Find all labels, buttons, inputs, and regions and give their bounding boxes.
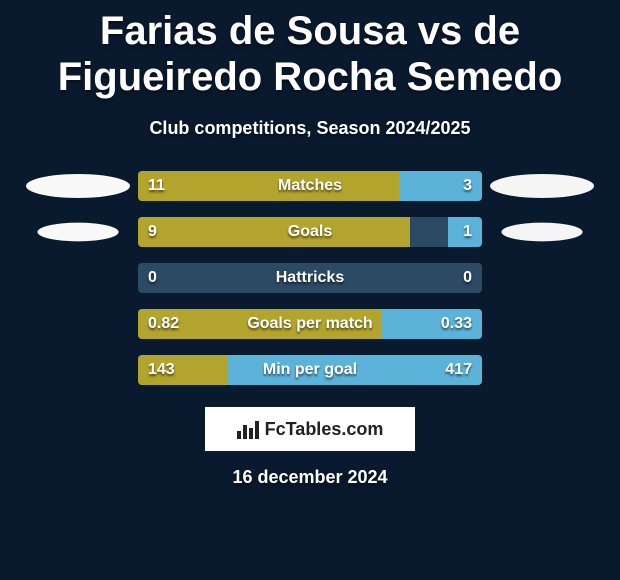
avatar-right (501, 223, 582, 242)
stat-value-left: 0.82 (138, 309, 189, 339)
stat-label: Hattricks (138, 263, 482, 293)
stat-label: Goals (138, 217, 482, 247)
footer-date: 16 december 2024 (0, 467, 620, 488)
stat-row: Min per goal143 417 (20, 355, 600, 385)
stat-label: Min per goal (138, 355, 482, 385)
stat-value-left: 0 (138, 263, 167, 293)
stat-row: Goals9 1 (20, 217, 600, 247)
page-title: Farias de Sousa vs de Figueiredo Rocha S… (0, 0, 620, 100)
stat-value-right: 417 (435, 355, 482, 385)
avatar-left (26, 174, 130, 198)
stat-value-right: 0.33 (431, 309, 482, 339)
stat-value-left: 9 (138, 217, 167, 247)
stat-value-left: 143 (138, 355, 185, 385)
stat-bar: Matches11 3 (138, 171, 482, 201)
subtitle: Club competitions, Season 2024/2025 (0, 118, 620, 139)
stat-value-right: 1 (453, 217, 482, 247)
stat-bar: Goals9 1 (138, 217, 482, 247)
brand-text: FcTables.com (265, 419, 384, 440)
stat-label: Matches (138, 171, 482, 201)
stat-row: Goals per match0.820.33 (20, 309, 600, 339)
stat-value-right: 0 (453, 263, 482, 293)
stat-value-right: 3 (453, 171, 482, 201)
stat-bar: Min per goal143 417 (138, 355, 482, 385)
stats-container: Matches113Goals91Hattricks00Goals per ma… (0, 171, 620, 385)
comparison-card: Farias de Sousa vs de Figueiredo Rocha S… (0, 0, 620, 580)
brand-badge: FcTables.com (205, 407, 415, 451)
stat-value-left: 11 (138, 171, 175, 201)
stat-bar: Hattricks0 0 (138, 263, 482, 293)
chart-icon (237, 419, 259, 439)
stat-row: Hattricks0 0 (20, 263, 600, 293)
stat-row: Matches11 3 (20, 171, 600, 201)
avatar-left (37, 223, 118, 242)
avatar-right (490, 174, 594, 198)
stat-bar: Goals per match0.820.33 (138, 309, 482, 339)
